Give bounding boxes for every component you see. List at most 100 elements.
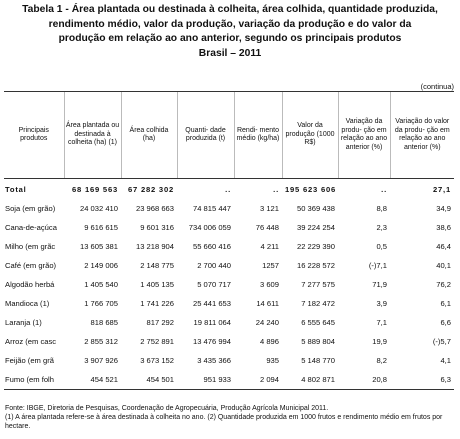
column-header: Variação do valor da produ- ção em relaç… <box>389 91 454 179</box>
row-label: Feijão (em grã <box>5 356 54 365</box>
cell: 4,1 <box>440 356 451 365</box>
cell: 19 811 064 <box>193 318 231 327</box>
cell: 5 070 717 <box>197 280 231 289</box>
cell: (-)7,1 <box>368 261 387 270</box>
cell: 68 169 563 <box>71 184 118 194</box>
row-label: Café (em grão) <box>5 261 57 270</box>
cell: 935 <box>266 356 279 365</box>
cell: 2 094 <box>234 370 282 390</box>
column-header: Quanti- dade produzida (t) <box>176 91 234 179</box>
continued-note: (continua) <box>420 82 454 91</box>
row-label: Algodão herbá <box>5 280 55 289</box>
subtitle: Brasil – 2011 <box>198 47 262 59</box>
cell: 13 605 381 <box>79 242 118 251</box>
cell: 76 448 <box>255 223 279 232</box>
cell: 3 435 366 <box>197 356 231 365</box>
cell: 0,5 <box>376 242 387 251</box>
table-row: Laranja (1) 818 685 817 292 19 811 064 24 24… <box>4 313 454 332</box>
table-row: Feijão (em grã 3 907 926 3 673 152 3 435 36… <box>4 351 454 370</box>
cell: 1 405 135 <box>140 280 174 289</box>
table-row: Algodão herbá 1 405 540 1 405 135 5 070 717… <box>4 275 454 294</box>
table-row: Milho (em grãc 13 605 381 13 218 904 55 660… <box>4 237 454 256</box>
cell: 71,9 <box>372 280 387 289</box>
cell: 2 855 312 <box>84 337 118 346</box>
row-label: Arroz (em casc <box>5 337 57 346</box>
cell: 6,6 <box>440 318 451 327</box>
row-label: Fumo (em folh <box>4 370 64 390</box>
cell: 23 968 663 <box>135 204 174 213</box>
cell: 1 766 705 <box>84 299 118 308</box>
row-label: Total <box>5 184 27 194</box>
row-label: Mandioca (1) <box>5 299 50 308</box>
table-row: Fumo (em folh 454 521 454 501 951 933 2 094 4… <box>4 370 454 390</box>
cell: 734 006 059 <box>188 223 231 232</box>
cell: 3 609 <box>259 280 279 289</box>
table-row: Cana-de-açúca 9 616 615 9 601 316 734 006 0… <box>4 218 454 237</box>
cell: 3 121 <box>259 204 279 213</box>
cell: 74 815 447 <box>192 204 231 213</box>
cell: 13 476 994 <box>192 337 231 346</box>
row-label: Cana-de-açúca <box>5 223 57 232</box>
row-label: Soja (em grão) <box>5 204 56 213</box>
footnotes: Fonte: IBGE, Diretoria de Pesquisas, Coo… <box>5 404 455 431</box>
table-row: Café (em grão) 2 149 006 2 148 775 2 700 44… <box>4 256 454 275</box>
cell: 8,2 <box>376 356 387 365</box>
cell: 7 182 472 <box>301 299 335 308</box>
table-row: Arroz (em casc 2 855 312 2 752 891 13 476 9… <box>4 332 454 351</box>
table-row: Soja (em grão) 24 032 410 23 968 663 74 815… <box>4 199 454 218</box>
cell: 4 896 <box>259 337 279 346</box>
cell: 67 282 302 <box>127 184 174 194</box>
title-line: rendimento médio, valor da produção, var… <box>48 18 412 30</box>
cell: 20,8 <box>338 370 390 390</box>
cell: 4 211 <box>260 242 279 251</box>
cell: 46,4 <box>436 242 451 251</box>
column-header: Área plantada ou destinada à colheita (h… <box>63 91 121 179</box>
cell: 24 032 410 <box>79 204 118 213</box>
cell: 8,8 <box>376 204 387 213</box>
footnote: Fonte: IBGE, Diretoria de Pesquisas, Coo… <box>5 405 329 412</box>
cell: 2 700 440 <box>197 261 231 270</box>
cell: 5 148 770 <box>301 356 335 365</box>
cell: 76,2 <box>436 280 451 289</box>
row-label: Milho (em grãc <box>5 242 56 251</box>
row-label: Laranja (1) <box>5 318 42 327</box>
cell: 9 616 615 <box>84 223 118 232</box>
cell: 1 741 226 <box>140 299 174 308</box>
cell: 24 240 <box>255 318 279 327</box>
cell: 39 224 254 <box>296 223 335 232</box>
title: Tabela 1 - Área plantada ou destinada à … <box>0 3 460 61</box>
cell: 2 752 891 <box>140 337 174 346</box>
cell: 195 623 606 <box>285 184 337 194</box>
column-header: Principais produtos <box>4 91 64 179</box>
title-line: produção em relação ao ano anterior, seg… <box>58 33 402 44</box>
table-row: Total 68 169 563 67 282 302.... 195 623 606… <box>4 179 454 200</box>
cell: 55 660 416 <box>192 242 231 251</box>
footnote: (1) A área plantada refere-se à área des… <box>5 414 443 430</box>
table-row: Mandioca (1) 1 766 705 1 741 226 25 441 653… <box>4 294 454 313</box>
cell: 6 555 645 <box>301 318 335 327</box>
cell: .. <box>381 184 387 194</box>
cell: 6,3 <box>390 370 454 390</box>
cell: 9 601 316 <box>140 223 174 232</box>
cell: 34,9 <box>436 204 451 213</box>
title-line: Tabela 1 - Área plantada ou destinada à … <box>22 4 438 15</box>
column-header: Rendi- mento médio (kg/ha) <box>233 91 282 179</box>
cell: 2 149 006 <box>84 261 118 270</box>
column-header: Variação da produ- ção em relação ao ano… <box>337 91 390 179</box>
cell: 5 889 804 <box>301 337 335 346</box>
cell: 4 802 871 <box>282 370 338 390</box>
cell: 7,1 <box>376 318 387 327</box>
cell: 817 292 <box>146 318 174 327</box>
cell: 19,9 <box>372 337 387 346</box>
cell: 951 933 <box>177 370 234 390</box>
cell: 25 441 653 <box>192 299 231 308</box>
column-header: Valor da produção (1000 R$) <box>281 91 338 179</box>
data-table: Principais produtos Área plantada ou dest… <box>4 91 454 390</box>
cell: 7 277 575 <box>301 280 335 289</box>
cell: 454 501 <box>121 370 177 390</box>
cell: 13 218 904 <box>135 242 174 251</box>
cell: (-)5,7 <box>432 337 451 346</box>
cell: 38,6 <box>436 223 451 232</box>
cell: .. <box>225 184 231 194</box>
cell: 454 521 <box>64 370 121 390</box>
